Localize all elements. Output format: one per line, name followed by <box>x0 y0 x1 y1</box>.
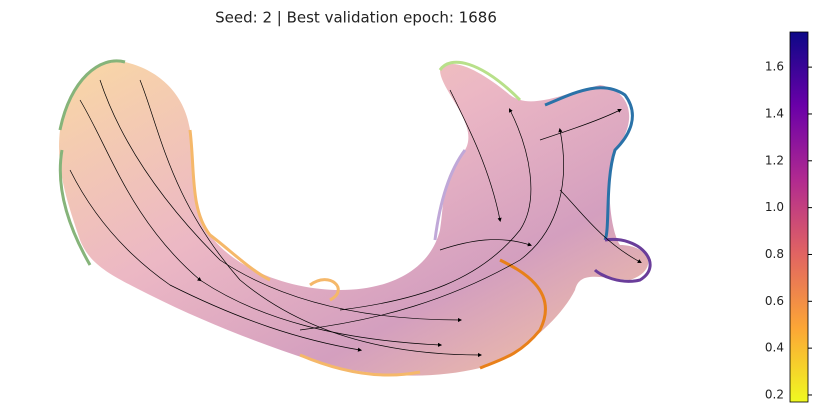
colorbar-tick-label: 0.2 <box>765 387 784 401</box>
colorbar-tick-label: 0.8 <box>765 247 784 261</box>
chart-title: Seed: 2 | Best validation epoch: 1686 <box>215 9 497 27</box>
colorbar-tick-label: 0.6 <box>765 294 784 308</box>
colorbar-tick-label: 0.4 <box>765 341 784 355</box>
colorbar-tick-label: 1.4 <box>765 106 784 120</box>
colorbar-fill <box>789 31 809 403</box>
embedding <box>58 59 652 377</box>
colorbar-tick-label: 1.2 <box>765 153 784 167</box>
colorbar-tick-label: 1.0 <box>765 200 784 214</box>
colorbar-tick-label: 1.6 <box>765 60 784 74</box>
colorbar: 0.2 0.4 0.6 0.8 1.0 1.2 1.4 1.6 <box>765 31 812 403</box>
